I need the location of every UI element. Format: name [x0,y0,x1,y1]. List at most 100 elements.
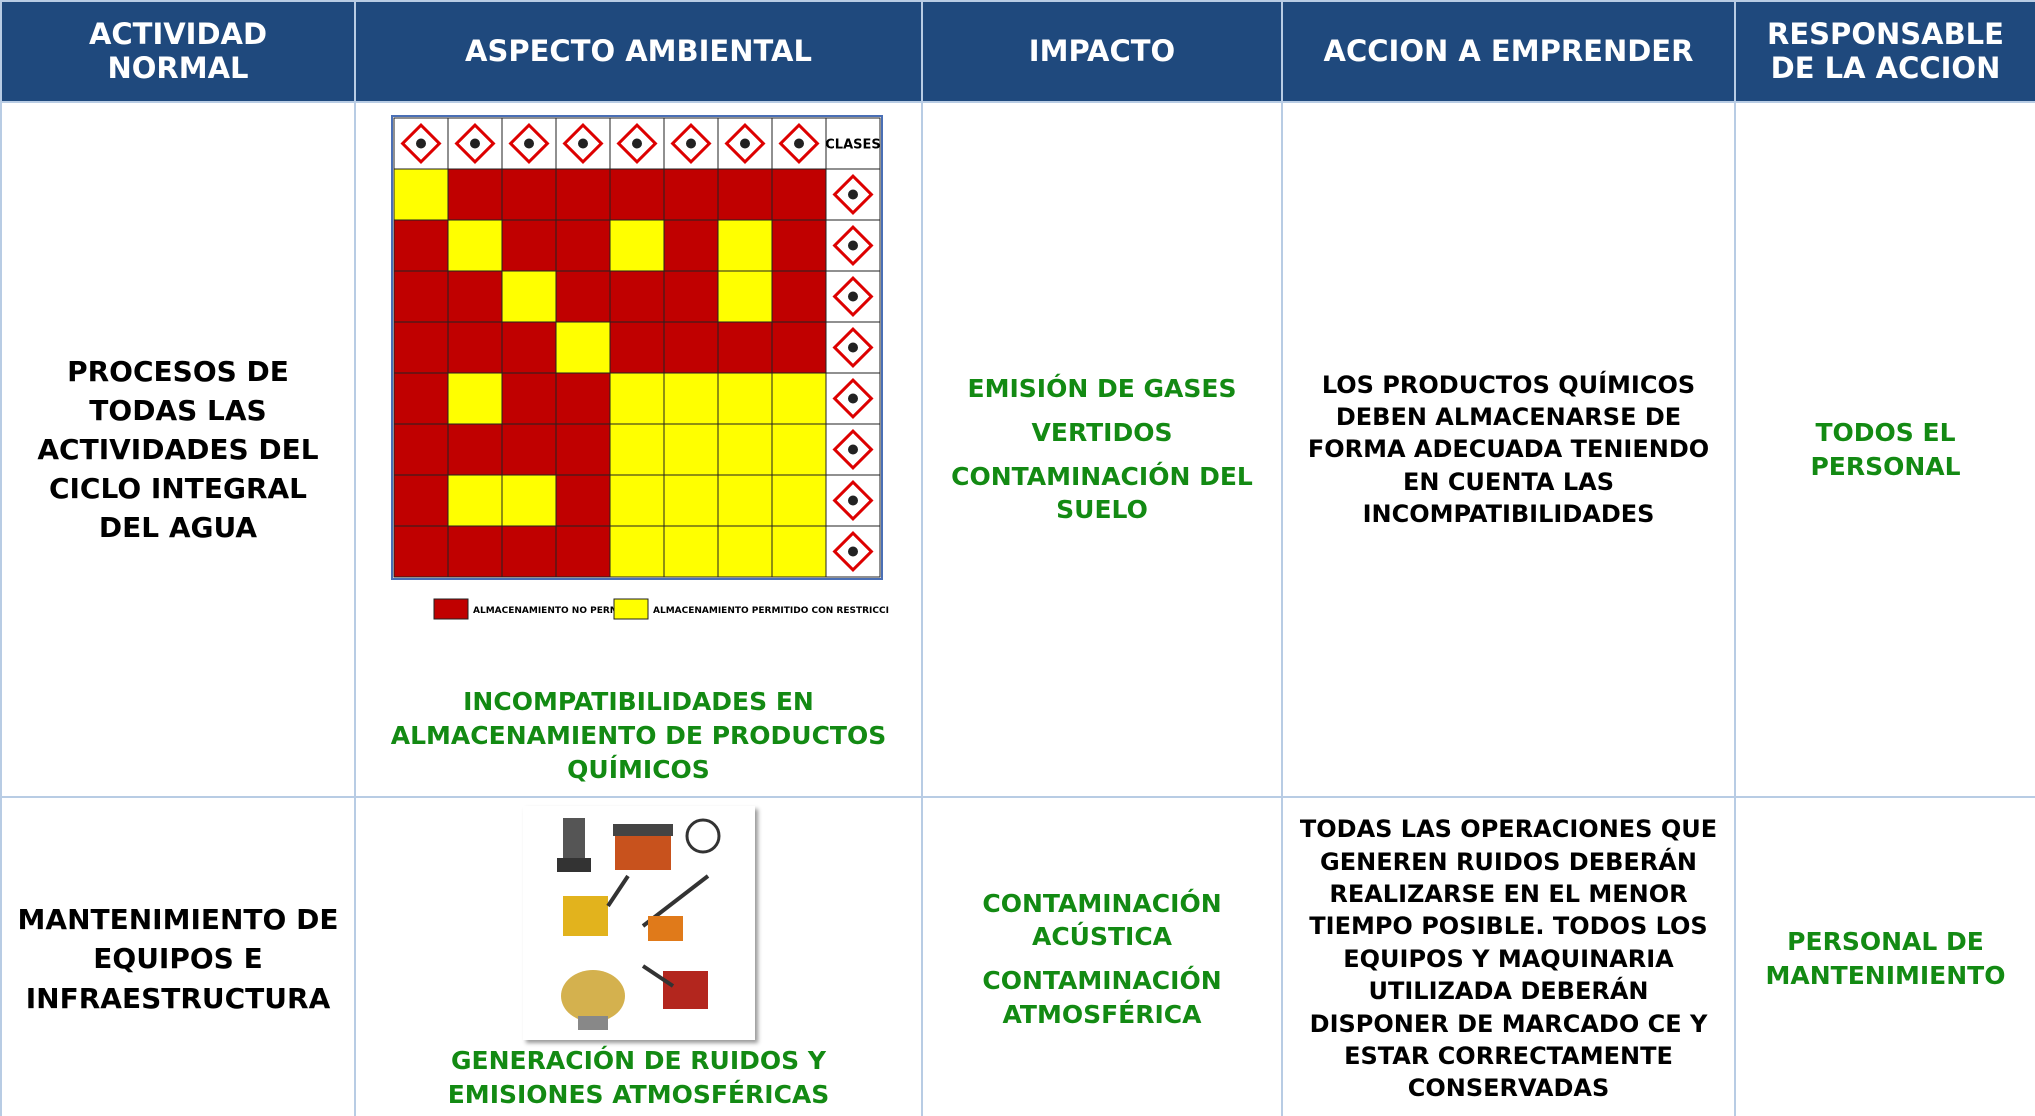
matrix-cell [447,525,502,578]
matrix-cell [771,474,826,527]
matrix-cell [393,219,448,272]
legend-swatch [613,598,648,620]
matrix-cell [447,321,502,374]
matrix-cell [771,321,826,374]
matrix-cell [717,372,772,425]
grid-cell [825,117,880,170]
impacts: EMISIÓN DE GASES VERTIDOS CONTAMINACIÓN … [921,100,1283,799]
matrix-cell [555,321,610,374]
matrix-cell [393,474,448,527]
pictogram-symbol [847,189,858,200]
matrix-cell [717,321,772,374]
classes-label: CLASES [825,138,881,153]
pictogram-symbol [415,138,426,149]
matrix-cell [393,423,448,476]
activity: MANTENIMIENTO DE EQUIPOS E INFRAESTRUCTU… [0,796,356,1116]
pictogram-symbol [685,138,696,149]
pictogram-symbol [847,342,858,353]
matrix-cell [717,525,772,578]
aspect: GENERACIÓN DE RUIDOS Y EMISIONES ATMOSFÉ… [447,1046,830,1109]
aspect-cell: GENERACIÓN DE RUIDOS Y EMISIONES ATMOSFÉ… [354,796,923,1116]
matrix-cell [663,219,718,272]
impact: CONTAMINACIÓN DEL SUELO [951,461,1253,525]
matrix-cell [717,474,772,527]
pictogram-symbol [847,546,858,557]
action: TODAS LAS OPERACIONES QUE GENEREN RUIDOS… [1281,796,1736,1116]
pictogram-symbol [469,138,480,149]
matrix-cell [447,372,502,425]
pictogram-symbol [847,291,858,302]
matrix-cell [609,423,664,476]
impacts: CONTAMINACIÓN ACÚSTICA CONTAMINACIÓN ATM… [921,796,1283,1116]
matrix-cell [555,270,610,323]
aspect-cell: CLASES ALMACENAMIENTO NO PERMITIDO ALMACEN… [354,100,923,799]
matrix-cell [447,219,502,272]
pictogram-symbol [577,138,588,149]
responsible: TODOS EL PERSONAL [1734,100,2035,799]
matrix-cell [501,423,556,476]
matrix-cell [609,372,664,425]
matrix-cell [609,219,664,272]
pictogram-symbol [847,240,858,251]
matrix-cell [393,372,448,425]
matrix-cell [771,372,826,425]
matrix-cell [501,525,556,578]
legend-label: ALMACENAMIENTO NO PERMITIDO [473,606,647,616]
responsible: PERSONAL DE MANTENIMIENTO [1734,796,2035,1116]
matrix-cell [717,168,772,221]
matrix-cell [771,423,826,476]
matrix-cell [393,321,448,374]
matrix-cell [717,423,772,476]
matrix-cell [609,321,664,374]
pictogram-symbol [847,495,858,506]
header-cell: IMPACTO [921,0,1283,103]
header-cell: RESPONSABLE DE LA ACCION [1734,0,2035,103]
matrix-cell [717,270,772,323]
matrix-cell [447,474,502,527]
matrix-cell [663,525,718,578]
matrix-cell [663,270,718,323]
matrix-cell [447,168,502,221]
matrix-cell [555,168,610,221]
matrix-cell [501,372,556,425]
matrix-cell [393,270,448,323]
matrix-cell [555,525,610,578]
header-cell: ACCION A EMPRENDER [1281,0,1736,103]
matrix-cell [663,474,718,527]
pictogram-symbol [631,138,642,149]
matrix-cell [663,168,718,221]
matrix-cell [771,168,826,221]
legend-swatch [433,598,468,620]
impact: CONTAMINACIÓN ACÚSTICA [982,888,1222,952]
matrix-cell [609,270,664,323]
pictogram-symbol [847,444,858,455]
matrix-cell [663,372,718,425]
header-cell: ACTIVIDAD NORMAL [0,0,356,103]
pictogram-symbol [523,138,534,149]
matrix-cell [609,474,664,527]
matrix-cell [555,474,610,527]
matrix-cell [501,270,556,323]
matrix-cell [609,525,664,578]
pictogram-symbol [793,138,804,149]
matrix-cell [501,474,556,527]
matrix-cell [501,168,556,221]
matrix-cell [501,219,556,272]
matrix-cell [555,372,610,425]
matrix-cell [393,168,448,221]
matrix-cell [555,219,610,272]
matrix-cell [717,219,772,272]
impact: VERTIDOS [1031,417,1173,447]
pictogram-symbol [739,138,750,149]
matrix-cell [771,270,826,323]
aspect: INCOMPATIBILIDADES EN ALMACENAMIENTO DE … [390,687,887,784]
matrix-cell [609,168,664,221]
compatibility-matrix: CLASES ALMACENAMIENTO NO PERMITIDO ALMACEN… [390,115,920,620]
matrix-cell [663,423,718,476]
matrix-cell [447,270,502,323]
matrix-cell [555,423,610,476]
header-row: ACTIVIDAD NORMAL ASPECTO AMBIENTAL IMPAC… [0,0,2035,103]
matrix-cell [501,321,556,374]
equipment-image [522,806,755,1041]
matrix-cell [393,525,448,578]
